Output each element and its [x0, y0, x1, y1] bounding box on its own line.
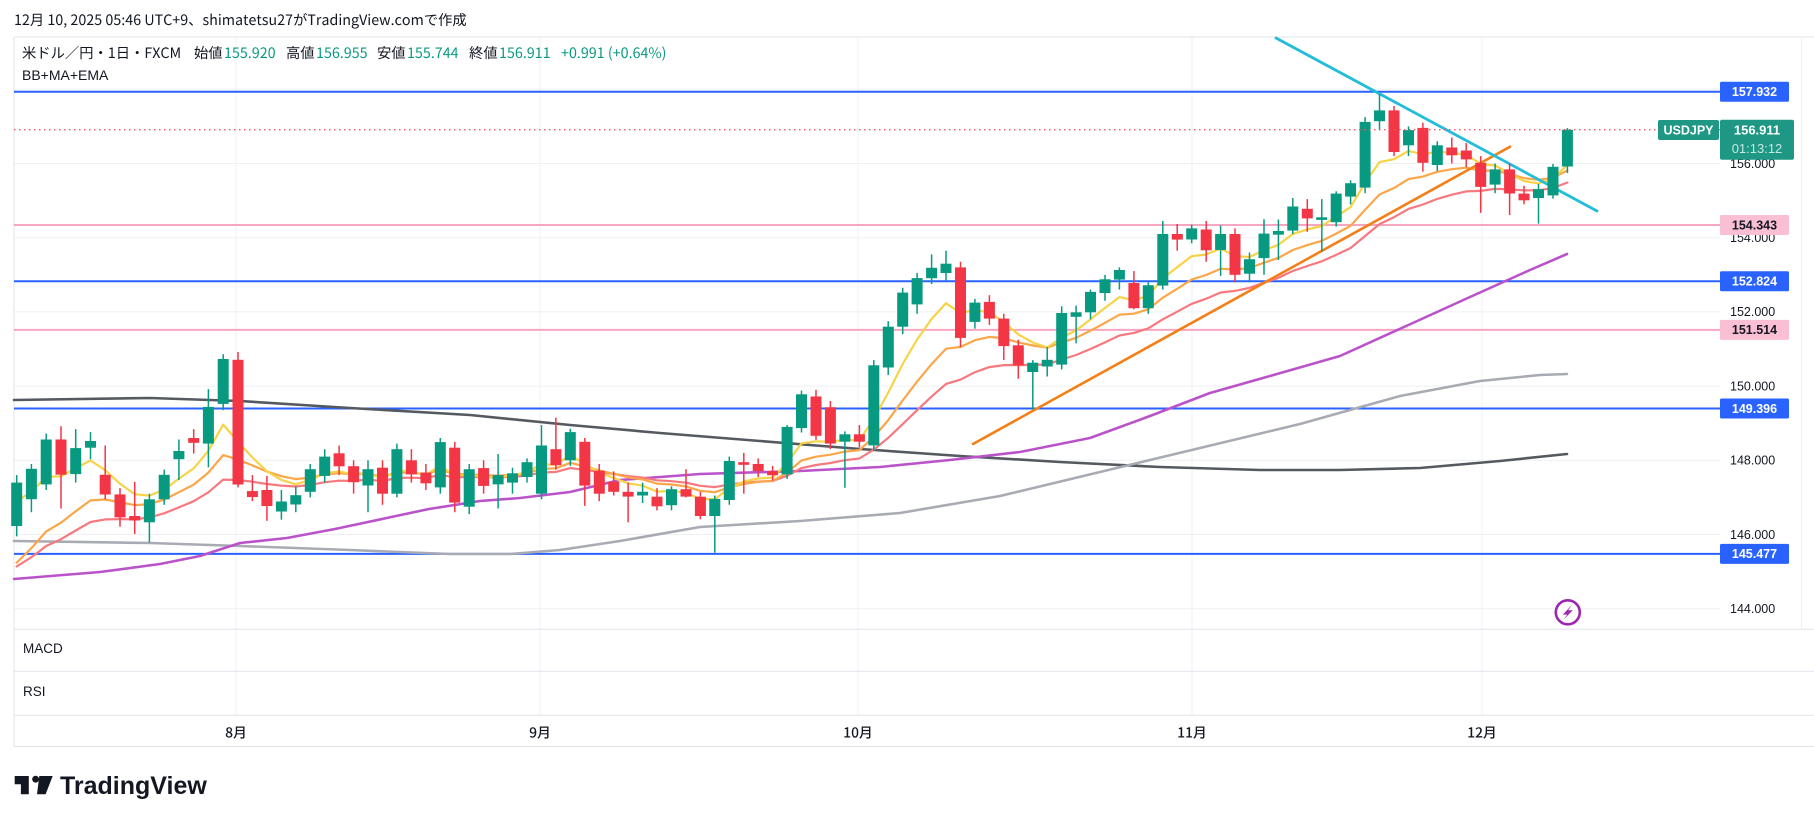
- svg-text:01:13:12: 01:13:12: [1732, 141, 1783, 156]
- svg-text:152.000: 152.000: [1730, 305, 1775, 319]
- svg-text:BB+MA+EMA: BB+MA+EMA: [22, 67, 109, 83]
- svg-text:148.000: 148.000: [1730, 454, 1775, 468]
- svg-text:152.824: 152.824: [1732, 275, 1777, 289]
- svg-text:USDJPY: USDJPY: [1663, 123, 1714, 137]
- svg-text:151.514: 151.514: [1732, 323, 1777, 337]
- svg-text:RSI: RSI: [23, 684, 46, 699]
- svg-text:146.000: 146.000: [1730, 528, 1775, 542]
- svg-text:145.477: 145.477: [1732, 547, 1777, 561]
- svg-text:156.911: 156.911: [1734, 123, 1780, 138]
- svg-text:MACD: MACD: [23, 641, 63, 656]
- svg-text:157.932: 157.932: [1732, 85, 1777, 99]
- svg-text:156.000: 156.000: [1730, 157, 1775, 171]
- svg-text:150.000: 150.000: [1730, 379, 1775, 393]
- svg-text:154.343: 154.343: [1732, 218, 1777, 232]
- svg-text:TradingView: TradingView: [60, 772, 207, 800]
- svg-text:144.000: 144.000: [1730, 602, 1775, 616]
- svg-text:149.396: 149.396: [1732, 402, 1777, 416]
